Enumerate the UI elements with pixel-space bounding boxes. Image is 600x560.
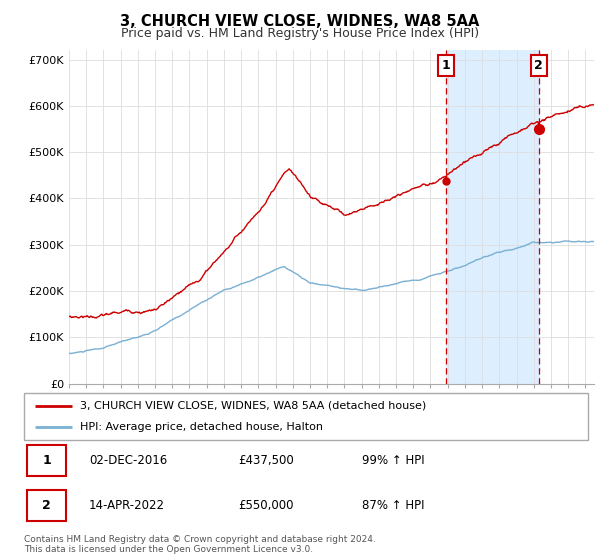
Bar bbox=[446, 50, 539, 384]
Text: 87% ↑ HPI: 87% ↑ HPI bbox=[362, 499, 425, 512]
Text: 14-APR-2022: 14-APR-2022 bbox=[89, 499, 165, 512]
Text: Contains HM Land Registry data © Crown copyright and database right 2024.
This d: Contains HM Land Registry data © Crown c… bbox=[24, 535, 376, 554]
Text: 99% ↑ HPI: 99% ↑ HPI bbox=[362, 454, 425, 467]
Bar bbox=[27, 491, 67, 521]
Bar bbox=[27, 445, 67, 475]
Text: 1: 1 bbox=[442, 59, 451, 72]
Text: 02-DEC-2016: 02-DEC-2016 bbox=[89, 454, 167, 467]
Text: 2: 2 bbox=[535, 59, 543, 72]
Text: £437,500: £437,500 bbox=[238, 454, 294, 467]
Text: 3, CHURCH VIEW CLOSE, WIDNES, WA8 5AA (detached house): 3, CHURCH VIEW CLOSE, WIDNES, WA8 5AA (d… bbox=[80, 400, 427, 410]
Text: Price paid vs. HM Land Registry's House Price Index (HPI): Price paid vs. HM Land Registry's House … bbox=[121, 27, 479, 40]
Text: 1: 1 bbox=[42, 454, 51, 467]
Text: £550,000: £550,000 bbox=[238, 499, 294, 512]
Text: HPI: Average price, detached house, Halton: HPI: Average price, detached house, Halt… bbox=[80, 422, 323, 432]
Text: 2: 2 bbox=[42, 499, 51, 512]
Text: 3, CHURCH VIEW CLOSE, WIDNES, WA8 5AA: 3, CHURCH VIEW CLOSE, WIDNES, WA8 5AA bbox=[121, 14, 479, 29]
